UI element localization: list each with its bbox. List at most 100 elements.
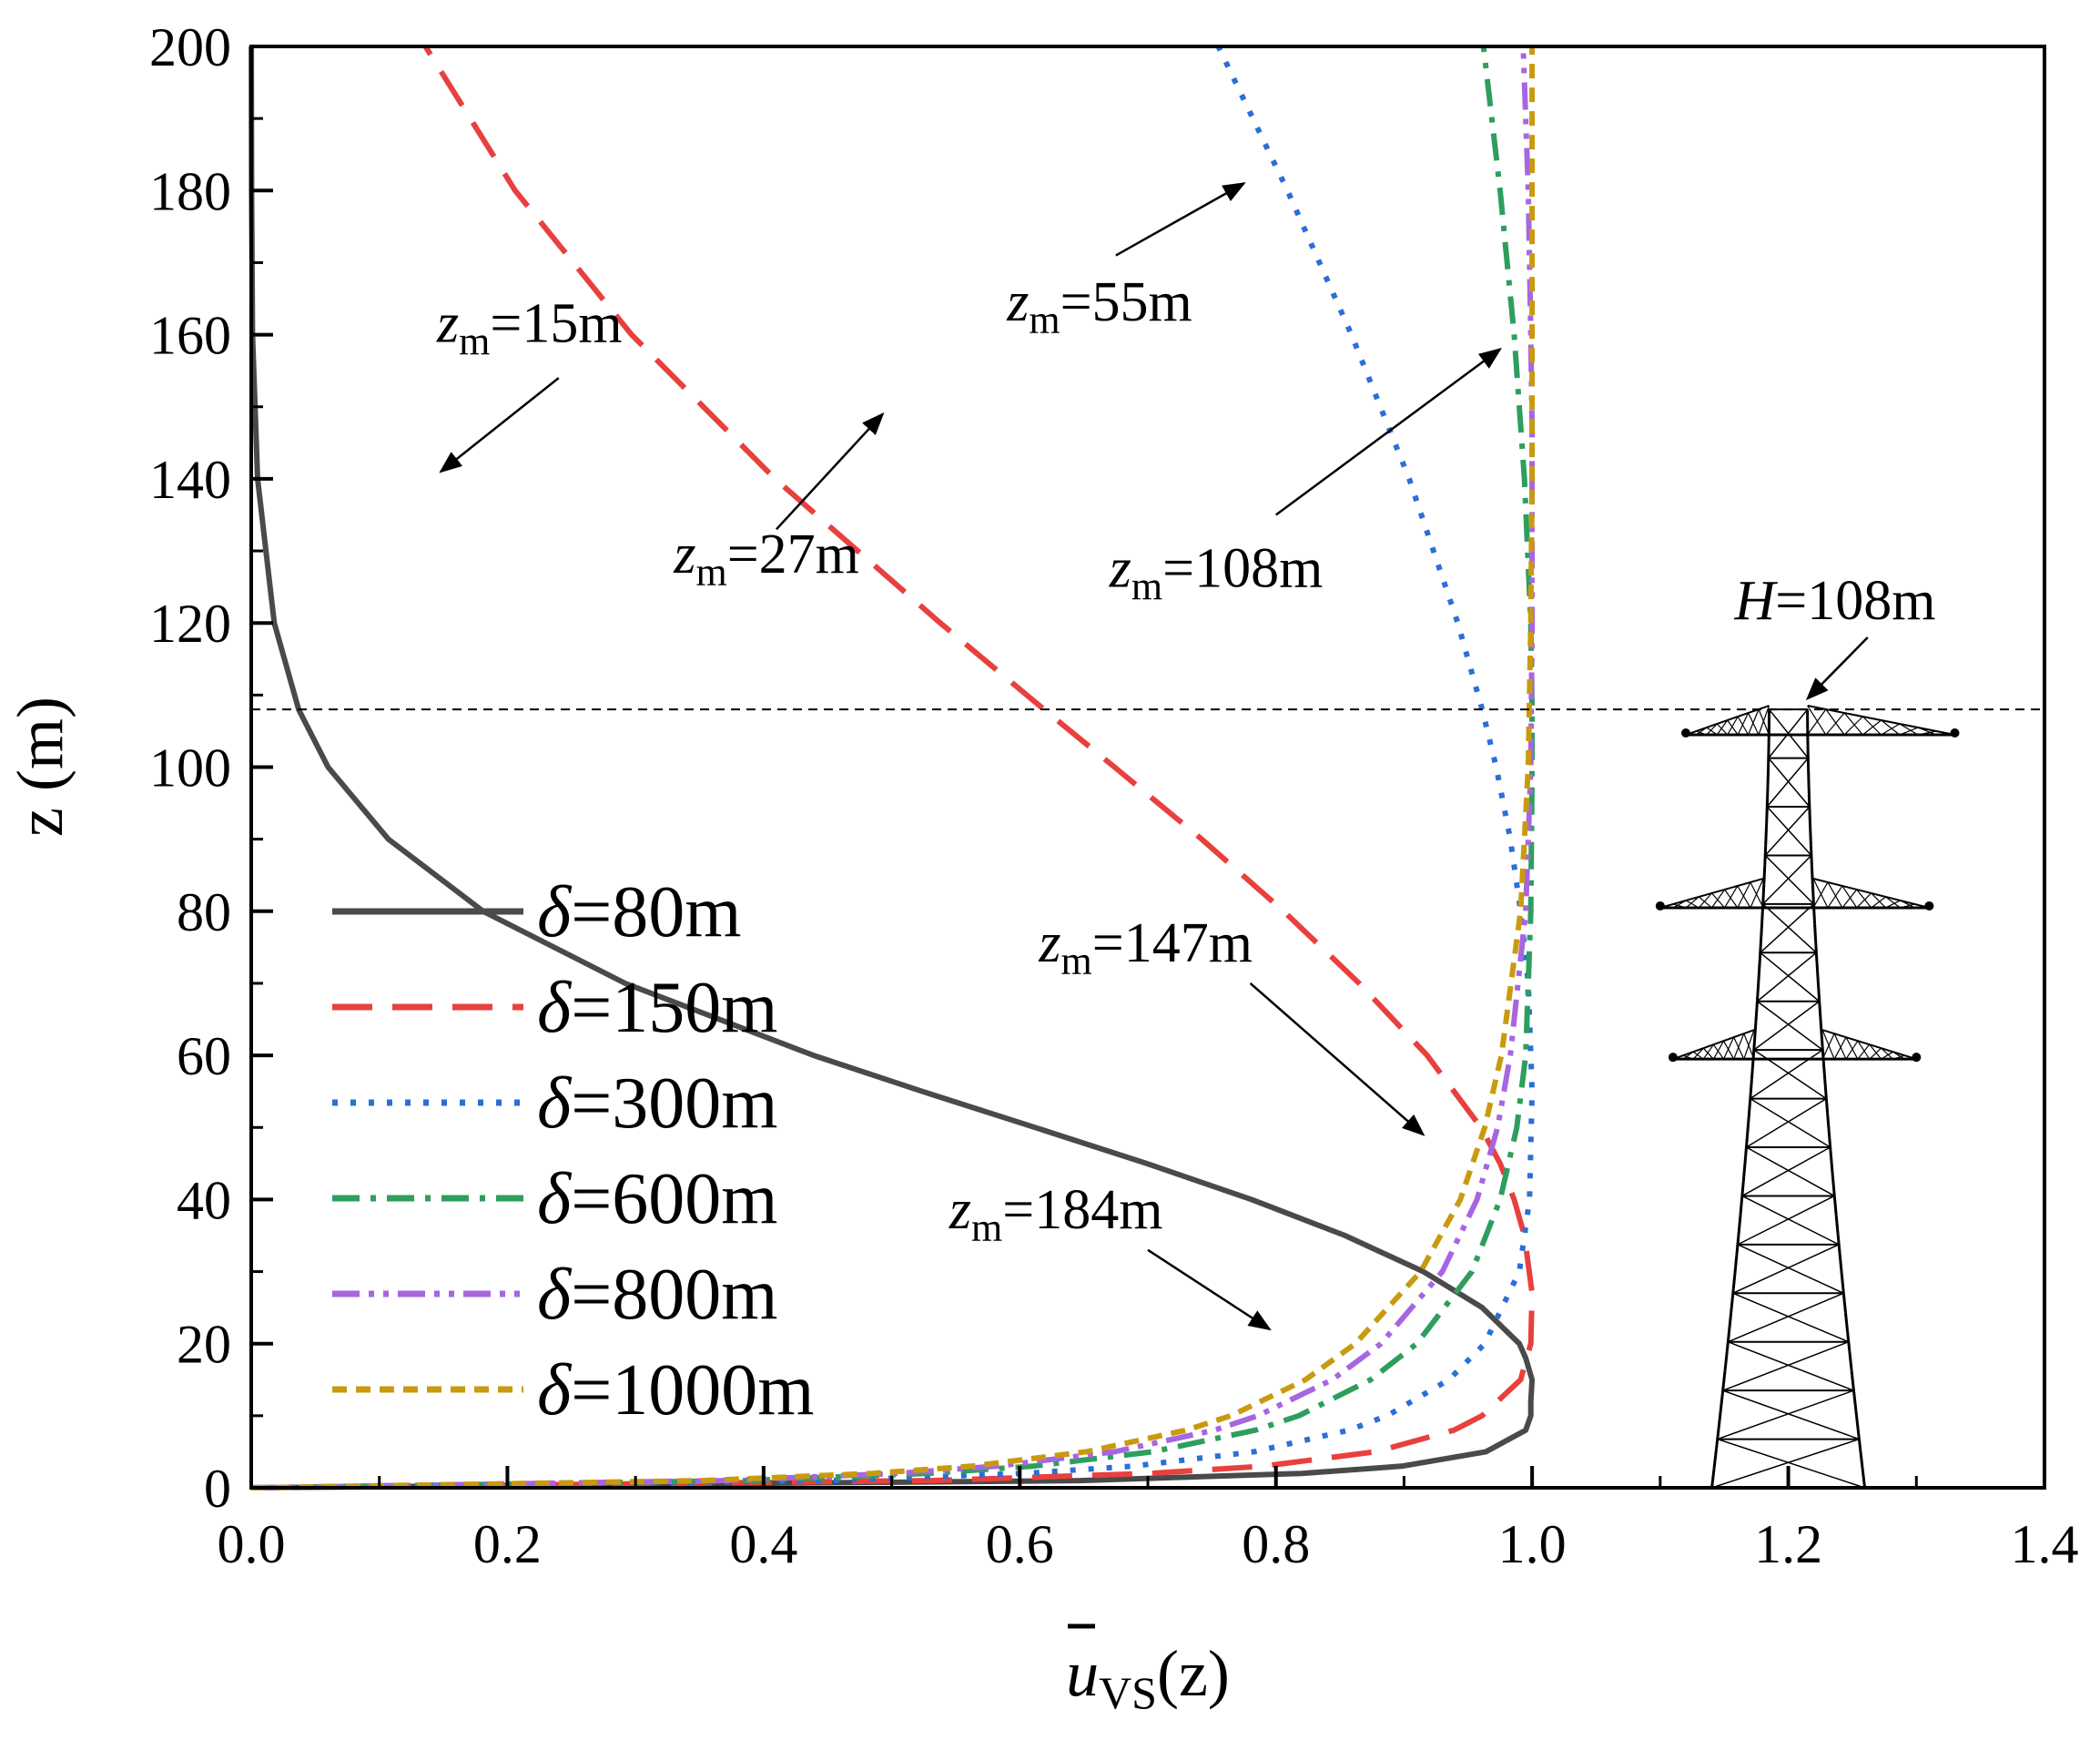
- tower-member: [1838, 1254, 1843, 1275]
- series-line-3: [250, 45, 1536, 1491]
- tower-member: [1869, 1047, 1882, 1060]
- tower-member: [1851, 1389, 1858, 1410]
- tower-member: [1711, 892, 1726, 909]
- tower-member: [1900, 900, 1915, 909]
- tower-member: [1739, 1196, 1744, 1216]
- tower-member: [1830, 1156, 1834, 1177]
- tower-member: [1730, 1293, 1735, 1313]
- tower-member: [1743, 1033, 1755, 1060]
- tower-member: [1741, 1146, 1831, 1197]
- tower-member: [1807, 787, 1811, 808]
- tower-member: [1850, 1370, 1855, 1391]
- tower-member: [1717, 1389, 1854, 1440]
- tower-member: [1753, 1049, 1827, 1100]
- annotation-label-6: zm=184m: [949, 1179, 1163, 1250]
- x-tick-label: 0.0: [218, 1514, 286, 1574]
- tower-member: [1892, 1054, 1905, 1060]
- tower-member: [1841, 885, 1858, 909]
- tower-member: [1814, 942, 1819, 963]
- tower-member: [1812, 878, 1829, 909]
- svg-text:uVS(z): uVS(z): [1066, 1637, 1230, 1718]
- tower-member: [1747, 1098, 1752, 1119]
- tower-member: [1754, 1001, 1759, 1022]
- tower-member: [1899, 723, 1919, 736]
- x-tick-label: 0.2: [473, 1514, 542, 1574]
- legend-label-2: δ=150m: [537, 968, 778, 1048]
- tower-member: [1750, 1049, 1823, 1100]
- annotation-label-5: zm=147m: [1038, 912, 1253, 983]
- tower-member: [1723, 1036, 1735, 1060]
- tower-member: [1900, 903, 1915, 909]
- tower-member: [1692, 1047, 1704, 1060]
- annotation-label-2: zm=27m: [673, 524, 859, 595]
- tower-member: [1828, 1137, 1833, 1157]
- tower-member: [1917, 727, 1937, 736]
- tower-member: [1710, 889, 1726, 909]
- tower-member: [1746, 1097, 1827, 1148]
- legend-label-1: δ=80m: [537, 872, 742, 952]
- tower-member: [1763, 845, 1768, 866]
- tower-member: [1721, 1370, 1727, 1391]
- tower-member: [1764, 854, 1814, 905]
- tower-member: [1727, 719, 1739, 736]
- tower-member: [1765, 806, 1769, 827]
- tower-member: [1881, 719, 1901, 736]
- tower-member: [1856, 1429, 1862, 1450]
- tower-member: [1737, 1195, 1835, 1246]
- tower-member: [1737, 1244, 1844, 1294]
- tower-member: [1710, 1468, 1716, 1489]
- tower-member: [1722, 1341, 1850, 1391]
- tower-member: [1748, 712, 1760, 736]
- legend: δ=80m δ=150m δ=300m δ=600m δ=800m δ=1000m: [332, 872, 815, 1430]
- tower-insulator: [1912, 1053, 1922, 1063]
- tower-member: [1848, 1351, 1853, 1371]
- tower-member: [1824, 1098, 1830, 1119]
- tower-member: [1750, 881, 1764, 909]
- tower-member: [1737, 881, 1751, 909]
- tower-member: [1727, 1312, 1733, 1333]
- tower-member: [1836, 1235, 1841, 1255]
- series-line-1: [249, 46, 1536, 1491]
- tower-member: [1834, 1215, 1840, 1236]
- tower-member: [1735, 1235, 1740, 1255]
- tower-member: [1702, 1043, 1714, 1060]
- tower-member: [1764, 826, 1769, 846]
- annotation-arrow-2: [776, 412, 885, 531]
- x-tick-label: 1.0: [1498, 1514, 1567, 1574]
- tower-member: [1843, 1312, 1850, 1333]
- tower-member: [1832, 1196, 1838, 1216]
- tower-insulator: [1950, 728, 1960, 738]
- tower-member: [1869, 1043, 1882, 1060]
- legend-label-4: δ=600m: [537, 1159, 778, 1239]
- tower-member: [1758, 705, 1770, 736]
- tower-member: [1740, 1175, 1746, 1196]
- tower-member: [1682, 1051, 1694, 1060]
- tower-member: [1862, 719, 1882, 736]
- tower-member: [1717, 1409, 1722, 1430]
- tower-member: [1823, 1079, 1828, 1099]
- tower-member: [1727, 716, 1739, 736]
- tower-member: [1719, 1389, 1725, 1410]
- axis-tick-labels: 0.0 0.2 0.4 0.6 0.8 1.0 1.2 1.4 0 20 40 60 80 100 120 1…: [149, 17, 2079, 1574]
- tower-member: [1757, 1001, 1823, 1051]
- tower-member: [1821, 1040, 1825, 1060]
- x-tick-label: 0.4: [729, 1514, 797, 1574]
- y-tick-label: 0: [204, 1459, 231, 1519]
- x-tick-label: 1.2: [1754, 1514, 1822, 1574]
- tower-member: [1702, 1047, 1714, 1060]
- tower-insulator: [1655, 901, 1665, 911]
- tower-member: [1840, 1273, 1845, 1294]
- height-annotation-label: H=108m: [1733, 570, 1935, 632]
- annotation-arrow-5: [1249, 982, 1425, 1136]
- tower-member: [1833, 1033, 1847, 1060]
- series-line-4: [250, 46, 1536, 1491]
- tower-member: [1854, 1409, 1860, 1430]
- tower-member: [1808, 806, 1812, 827]
- tower-member: [1737, 885, 1751, 909]
- annotations: zm=15m zm=27m zm=55m zm=108m zm=147m zm=184m H…: [436, 182, 1935, 1331]
- tower-member: [1746, 1146, 1835, 1197]
- annotation-label-1: zm=15m: [436, 293, 623, 364]
- tower-member: [1861, 1468, 1867, 1489]
- tower-member: [1759, 923, 1764, 943]
